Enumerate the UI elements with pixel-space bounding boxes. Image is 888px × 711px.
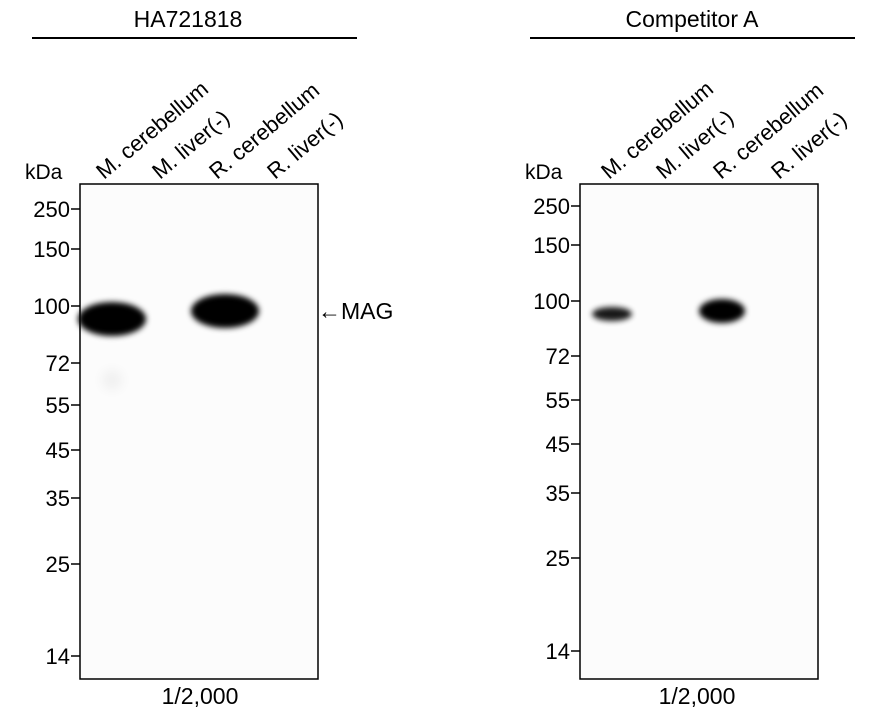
marker-label: 150	[33, 237, 70, 262]
dilution-label: 1/2,000	[162, 683, 239, 709]
marker-label: 35	[46, 486, 70, 511]
band	[191, 294, 259, 328]
marker-label: 100	[533, 289, 570, 314]
marker-label: 55	[46, 393, 70, 418]
marker-label: 14	[46, 644, 70, 669]
dilution-label: 1/2,000	[659, 683, 736, 709]
panel-title: Competitor A	[626, 6, 760, 32]
band	[699, 299, 745, 323]
marker-label: 250	[33, 197, 70, 222]
marker-label: 25	[546, 546, 570, 571]
marker-label: 72	[546, 344, 570, 369]
band	[102, 370, 122, 390]
unit-label: kDa	[25, 161, 63, 184]
marker-label: 35	[546, 481, 570, 506]
marker-label: 14	[546, 639, 570, 664]
band-annotation: ←MAG	[318, 298, 393, 324]
marker-label: 72	[46, 351, 70, 376]
blot-membrane	[579, 183, 819, 680]
band	[78, 302, 146, 336]
marker-label: 55	[546, 388, 570, 413]
marker-label: 250	[533, 194, 570, 219]
marker-label: 45	[546, 432, 570, 457]
marker-label: 100	[33, 294, 70, 319]
panel-title: HA721818	[134, 6, 243, 32]
marker-label: 45	[46, 438, 70, 463]
band	[592, 307, 632, 321]
marker-label: 150	[533, 233, 570, 258]
marker-label: 25	[46, 552, 70, 577]
unit-label: kDa	[525, 161, 563, 184]
blot-membrane	[79, 183, 319, 680]
